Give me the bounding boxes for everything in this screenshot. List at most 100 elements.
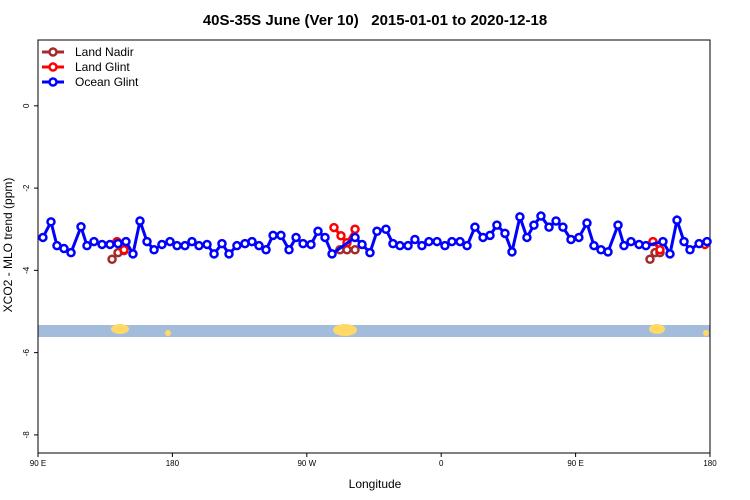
legend-label: Land Nadir [75, 45, 134, 59]
point [350, 232, 360, 243]
point [365, 247, 375, 258]
series-line [110, 248, 660, 261]
point [209, 249, 219, 259]
point [603, 247, 613, 257]
point [268, 230, 278, 241]
point [135, 216, 145, 226]
legend-label: Ocean Glint [75, 75, 139, 89]
point [59, 243, 69, 254]
y-axis-label: XCO2 - MLO trend (ppm) [1, 178, 15, 313]
point [645, 254, 655, 265]
legend-swatch-marker [48, 62, 58, 72]
point [440, 240, 450, 251]
point [82, 240, 92, 251]
point [672, 215, 682, 225]
point [38, 232, 48, 243]
y-tick-label: -6 [22, 349, 31, 357]
point [97, 239, 107, 250]
land-strip [38, 324, 710, 337]
point [224, 249, 234, 259]
point [306, 239, 316, 250]
point [410, 234, 420, 245]
point [142, 236, 152, 247]
point [685, 245, 695, 255]
point [665, 249, 675, 259]
point [172, 240, 182, 251]
point [424, 236, 434, 247]
point [313, 226, 323, 237]
point [350, 224, 360, 234]
point [694, 238, 704, 249]
point [515, 212, 525, 222]
point [276, 230, 286, 241]
x-tick-label: 0 [439, 459, 444, 468]
legend-swatch-marker [48, 47, 58, 57]
plot-frame [37, 39, 711, 454]
point [247, 236, 257, 247]
point [582, 218, 592, 228]
point [284, 245, 294, 255]
point [403, 240, 413, 251]
point [187, 236, 197, 247]
point [455, 236, 465, 247]
point [702, 236, 712, 247]
point [558, 222, 568, 232]
point [357, 239, 367, 250]
point [641, 240, 651, 251]
point [462, 240, 472, 251]
point [447, 236, 457, 247]
point [619, 240, 629, 251]
point [507, 247, 517, 257]
point [529, 220, 539, 230]
point [372, 226, 382, 237]
land-blob [165, 330, 171, 336]
y-tick-label: -2 [22, 184, 31, 192]
point [432, 236, 442, 247]
land-blob [333, 324, 357, 336]
land-blob [649, 324, 665, 334]
point [217, 238, 227, 249]
point [165, 236, 175, 247]
point [336, 231, 346, 241]
point [613, 220, 623, 230]
x-tick-label: 90 W [297, 459, 316, 468]
point [522, 232, 532, 243]
point [157, 239, 167, 250]
point [298, 238, 308, 249]
point [291, 232, 301, 243]
point [119, 245, 129, 255]
point [327, 249, 337, 259]
point [395, 240, 405, 251]
chart-title: 40S-35S June (Ver 10) 2015-01-01 to 2020… [203, 12, 547, 29]
point [566, 234, 576, 245]
point [470, 222, 480, 232]
y-tick-label: -8 [22, 431, 31, 439]
point [589, 240, 599, 251]
x-tick-label: 180 [703, 459, 717, 468]
point [381, 224, 391, 234]
x-tick-label: 90 E [567, 459, 583, 468]
point [350, 245, 360, 255]
point [128, 249, 138, 259]
point [544, 222, 554, 232]
point [536, 211, 546, 221]
point [66, 247, 76, 258]
point [417, 240, 427, 251]
x-tick-label: 90 E [30, 459, 46, 468]
point [180, 240, 190, 251]
point [655, 245, 665, 255]
point [261, 245, 271, 255]
point [76, 222, 86, 232]
point [658, 236, 668, 247]
point [105, 239, 115, 250]
y-tick-label: -4 [22, 266, 31, 274]
point [46, 217, 56, 227]
point [551, 216, 561, 226]
point [492, 220, 502, 230]
point [89, 236, 99, 247]
legend-swatch-marker [48, 77, 58, 87]
point [113, 238, 123, 249]
point [485, 230, 495, 241]
point [194, 240, 204, 251]
